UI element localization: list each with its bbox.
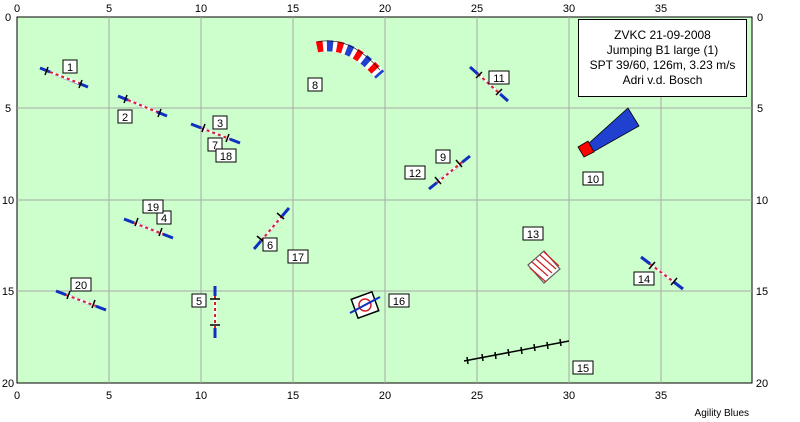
x-tick-top: 10	[195, 3, 207, 15]
svg-text:20: 20	[75, 280, 87, 292]
info-line-class: Jumping B1 large (1)	[606, 43, 719, 57]
y-tick-right: 15	[756, 286, 768, 298]
svg-text:7: 7	[212, 140, 218, 152]
number-label-16: 16	[388, 293, 410, 308]
number-label-13: 13	[522, 226, 544, 241]
y-tick-left: 15	[2, 286, 14, 298]
number-label-15: 15	[572, 360, 594, 375]
x-tick-top: 25	[471, 3, 483, 15]
wall-15	[463, 338, 570, 365]
number-label-3: 3	[212, 115, 228, 130]
long-jump-13	[527, 250, 561, 284]
number-label-9: 9	[435, 149, 451, 164]
jump-4	[123, 217, 174, 240]
footer-credit: Agility Blues	[694, 408, 749, 419]
y-tick-left: 5	[5, 103, 11, 115]
svg-text:17: 17	[292, 252, 304, 264]
x-tick-bottom: 20	[379, 390, 391, 402]
y-axis-left: 0 5 10 15 20	[2, 12, 14, 390]
number-label-5: 5	[191, 293, 207, 308]
y-tick-left: 0	[5, 12, 11, 24]
svg-text:5: 5	[196, 296, 202, 308]
jump-9	[428, 154, 471, 191]
svg-text:12: 12	[409, 168, 421, 180]
number-label-19: 19	[142, 199, 164, 214]
x-tick-bottom: 15	[287, 390, 299, 402]
y-tick-right: 10	[756, 195, 768, 207]
svg-text:19: 19	[147, 202, 159, 214]
number-label-10: 10	[582, 171, 604, 186]
number-label-18: 18	[215, 148, 237, 163]
jump-6	[252, 207, 291, 250]
svg-text:13: 13	[527, 229, 539, 241]
y-tick-left: 10	[2, 195, 14, 207]
svg-text:18: 18	[220, 151, 232, 163]
number-label-12: 12	[404, 165, 426, 180]
svg-text:3: 3	[217, 118, 223, 130]
y-tick-right: 5	[757, 103, 763, 115]
number-label-8: 8	[307, 77, 323, 92]
number-label-11: 11	[488, 70, 510, 85]
x-tick-top: 30	[563, 3, 575, 15]
number-label-2: 2	[117, 109, 133, 124]
number-label-4: 4	[156, 210, 172, 225]
number-label-20: 20	[70, 277, 92, 292]
info-line-event: ZVKC 21-09-2008	[614, 28, 711, 42]
jump-5	[210, 286, 220, 338]
grid	[17, 17, 752, 383]
svg-text:2: 2	[122, 112, 128, 124]
x-tick-bottom: 30	[563, 390, 575, 402]
x-tick-bottom: 35	[655, 390, 667, 402]
svg-text:8: 8	[312, 80, 318, 92]
svg-text:10: 10	[587, 174, 599, 186]
svg-text:1: 1	[67, 62, 73, 74]
x-tick-bottom: 25	[471, 390, 483, 402]
x-axis-bottom: 0 5 10 15 20 25 30 35	[14, 390, 667, 402]
x-tick-top: 15	[287, 3, 299, 15]
number-label-1: 1	[62, 59, 78, 74]
info-line-judge: Adri v.d. Bosch	[622, 73, 703, 87]
number-label-14: 14	[633, 271, 655, 286]
jump-2	[117, 94, 168, 118]
tyre-16	[349, 290, 381, 320]
y-tick-right: 20	[756, 378, 768, 390]
chute-tunnel-10	[577, 107, 640, 158]
number-label-17: 17	[287, 249, 309, 264]
svg-text:15: 15	[577, 363, 589, 375]
x-tick-top: 20	[379, 3, 391, 15]
svg-text:6: 6	[267, 240, 273, 252]
svg-text:9: 9	[440, 152, 446, 164]
x-tick-top: 5	[106, 3, 112, 15]
svg-text:11: 11	[493, 73, 504, 85]
x-tick-top: 35	[655, 3, 667, 15]
jump-1	[39, 66, 89, 89]
svg-text:14: 14	[638, 274, 650, 286]
jump-3	[190, 122, 241, 145]
jump-14	[640, 255, 684, 291]
x-tick-bottom: 5	[106, 390, 112, 402]
y-tick-right: 0	[757, 12, 763, 24]
svg-text:16: 16	[393, 296, 405, 308]
number-label-6: 6	[262, 237, 278, 252]
y-axis-right: 0 5 10 15 20	[756, 12, 768, 390]
number-label-7: 7	[207, 137, 223, 152]
jump-20	[55, 289, 107, 312]
info-line-spt: SPT 39/60, 126m, 3.23 m/s	[589, 58, 736, 72]
y-tick-left: 20	[2, 378, 14, 390]
x-tick-top: 0	[14, 3, 20, 15]
course-info-box: ZVKC 21-09-2008 Jumping B1 large (1) SPT…	[578, 19, 747, 97]
x-tick-bottom: 10	[195, 390, 207, 402]
svg-text:4: 4	[161, 213, 167, 225]
x-axis-top: 0 5 10 15 20 25 30 35	[14, 3, 667, 15]
x-tick-bottom: 0	[14, 390, 20, 402]
curved-tunnel-8	[315, 40, 385, 79]
